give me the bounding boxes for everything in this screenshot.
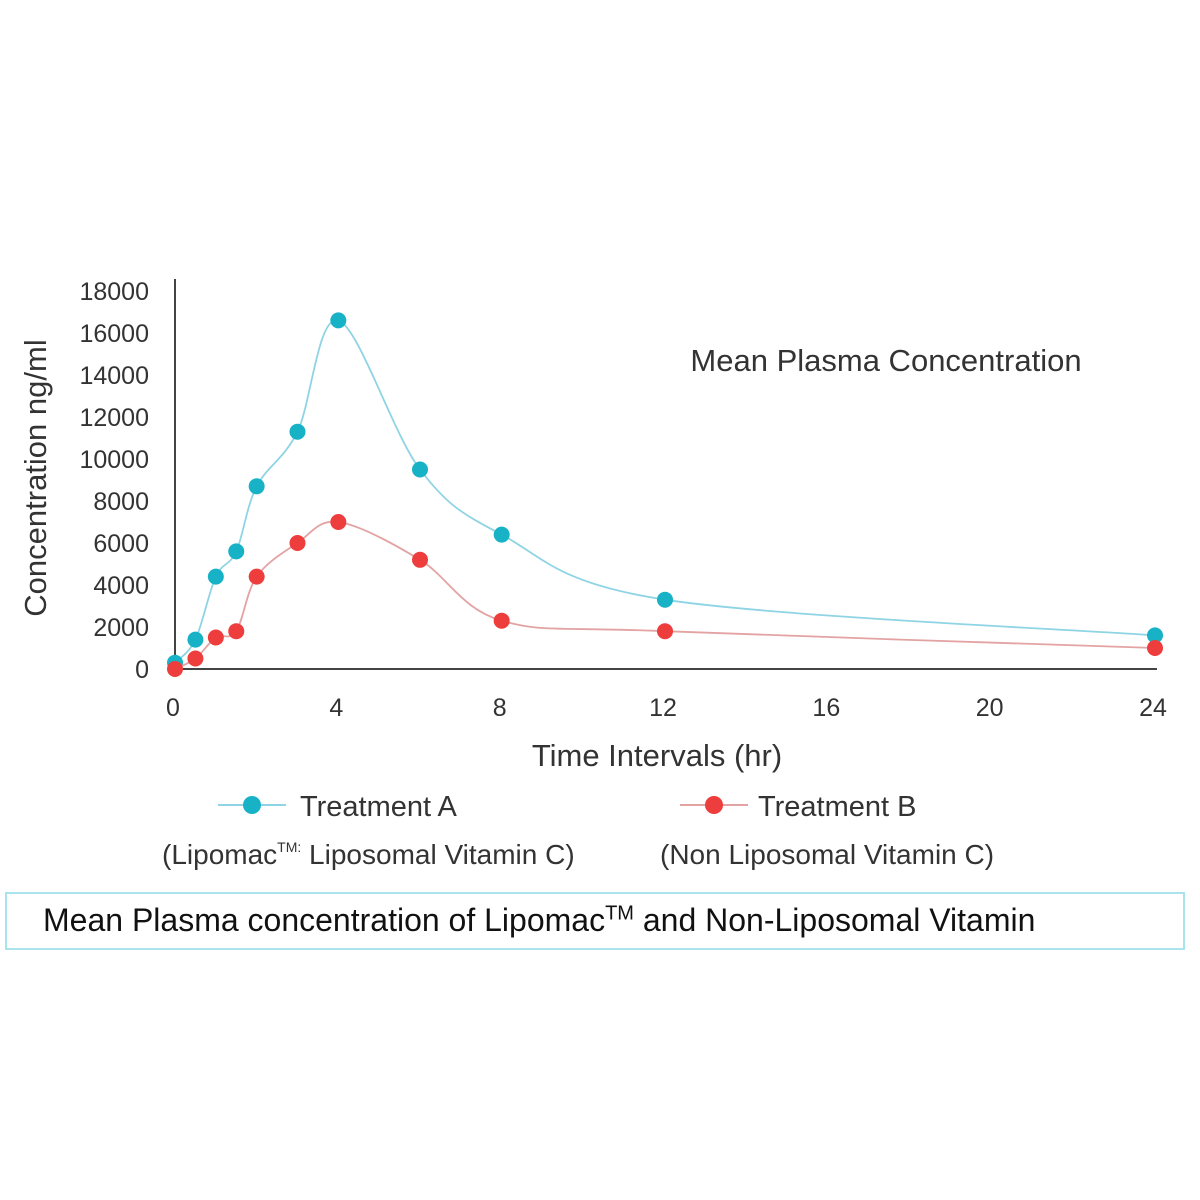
y-tick-label: 6000	[93, 530, 149, 558]
data-point-b	[187, 650, 204, 667]
data-point-b	[657, 623, 673, 640]
legend-item-b: Treatment B (Non Liposomal Vitamin C)	[660, 791, 994, 870]
data-point-b	[412, 551, 428, 568]
y-tick-label: 8000	[93, 488, 149, 516]
data-point-b	[167, 661, 183, 677]
data-point-b	[493, 612, 510, 629]
data-point-a	[330, 312, 347, 329]
data-point-b	[207, 629, 224, 646]
x-tick-label: 16	[812, 694, 840, 722]
x-axis-label: Time Intervals (hr)	[532, 738, 782, 773]
y-tick-label: 16000	[79, 320, 149, 348]
data-point-b	[330, 514, 347, 530]
data-point-a	[248, 478, 265, 495]
data-point-a	[412, 461, 428, 478]
x-tick-label: 24	[1139, 694, 1167, 722]
caption-tm: TM	[605, 902, 634, 925]
data-point-a	[493, 526, 510, 543]
legend-item-a: Treatment A (LipomacTM: Liposomal Vitamin…	[162, 791, 575, 870]
data-point-a	[1147, 627, 1163, 644]
caption-text: Mean Plasma concentration of Lipomac	[43, 902, 606, 938]
chart-title: Mean Plasma Concentration	[690, 343, 1081, 378]
data-point-b	[228, 623, 245, 640]
x-tick-label: 12	[649, 694, 677, 722]
x-tick-label: 20	[976, 694, 1004, 722]
data-point-a	[207, 568, 224, 585]
data-point-b	[289, 535, 306, 551]
legend-marker	[243, 796, 261, 814]
data-point-a	[289, 423, 306, 440]
y-axis-label: Concentration ng/ml	[18, 339, 53, 616]
legend-subtitle: (Non Liposomal Vitamin C)	[660, 839, 994, 870]
y-tick-label: 14000	[79, 362, 149, 390]
data-point-a	[228, 543, 245, 560]
y-tick-label: 10000	[79, 446, 149, 474]
plasma-concentration-chart: Concentration ng/ml Time Intervals (hr) …	[18, 278, 1167, 870]
y-tick-label: 2000	[93, 614, 149, 642]
data-point-b	[1147, 640, 1163, 656]
caption-text-end: and Non-Liposomal Vitamin	[633, 902, 1036, 938]
y-tick-label: 18000	[79, 278, 149, 306]
legend-label: Treatment A	[300, 791, 458, 823]
x-tick-label: 4	[329, 694, 343, 722]
legend-subtitle: (LipomacTM: Liposomal Vitamin C)	[162, 839, 575, 870]
y-tick-label: 0	[135, 656, 149, 684]
x-tick-label: 8	[493, 694, 507, 722]
figure-caption: Mean Plasma concentration of LipomacTM a…	[5, 892, 1185, 950]
data-point-a	[657, 591, 673, 608]
x-tick-label: 0	[166, 694, 180, 722]
y-tick-label: 12000	[79, 404, 149, 432]
legend-label: Treatment B	[758, 791, 916, 823]
legend-marker	[705, 796, 723, 814]
y-tick-label: 4000	[93, 572, 149, 600]
data-point-a	[187, 631, 204, 648]
data-point-b	[248, 568, 265, 585]
